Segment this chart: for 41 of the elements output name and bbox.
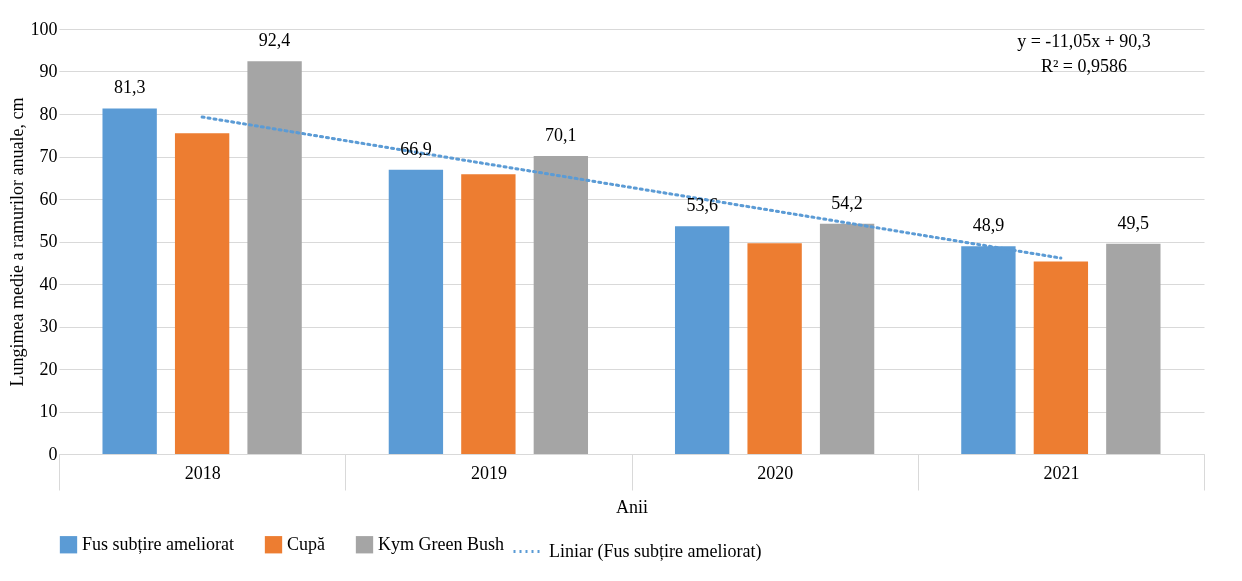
bar bbox=[747, 243, 802, 454]
data-label: 81,3 bbox=[113, 77, 146, 98]
x-tick-label: 2021 bbox=[1043, 462, 1080, 483]
x-tick-label: 2018 bbox=[184, 462, 221, 483]
x-axis-title: Anii bbox=[615, 497, 649, 517]
y-tick-label: 70 bbox=[39, 146, 58, 166]
legend-label: Liniar (Fus subțire ameliorat) bbox=[549, 540, 762, 562]
legend-label: Fus subțire ameliorat bbox=[82, 533, 234, 554]
y-tick-label: 20 bbox=[39, 358, 58, 379]
y-tick-label: 80 bbox=[39, 103, 58, 124]
y-tick-label: 30 bbox=[39, 316, 58, 336]
data-label: 53,6 bbox=[686, 195, 718, 216]
y-tick-label: 40 bbox=[39, 273, 58, 294]
y-tick-label: 60 bbox=[39, 188, 58, 209]
x-tick-label: 2020 bbox=[757, 462, 794, 483]
bar bbox=[1033, 261, 1089, 454]
bar bbox=[819, 223, 875, 454]
y-axis-title: Lungimea medie a ramurilor anuale, cm bbox=[6, 97, 27, 387]
bar bbox=[1106, 243, 1161, 454]
x-tick-label: 2019 bbox=[470, 462, 507, 483]
bar bbox=[102, 108, 157, 454]
data-label: 49,5 bbox=[1117, 212, 1150, 233]
data-label: 70,1 bbox=[545, 125, 577, 146]
y-tick-label: 50 bbox=[39, 231, 58, 251]
data-label: 92,4 bbox=[258, 30, 291, 51]
legend-label: Cupă bbox=[287, 533, 326, 554]
annotation: y = -11,05x + 90,3 bbox=[1017, 31, 1151, 51]
y-tick-label: 90 bbox=[39, 61, 58, 81]
bar bbox=[674, 226, 730, 454]
bar bbox=[247, 61, 302, 454]
y-tick-label: 100 bbox=[30, 18, 58, 39]
bar bbox=[388, 169, 444, 454]
bar bbox=[461, 174, 516, 454]
y-tick-label: 0 bbox=[48, 443, 58, 464]
data-label: 54,2 bbox=[831, 192, 863, 213]
legend-label: Kym Green Bush bbox=[378, 533, 504, 554]
annotation: R² = 0,9586 bbox=[1040, 56, 1128, 76]
bar bbox=[174, 133, 230, 454]
y-tick-label: 10 bbox=[39, 401, 58, 421]
bar bbox=[533, 156, 589, 454]
data-label: 48,9 bbox=[972, 215, 1005, 236]
